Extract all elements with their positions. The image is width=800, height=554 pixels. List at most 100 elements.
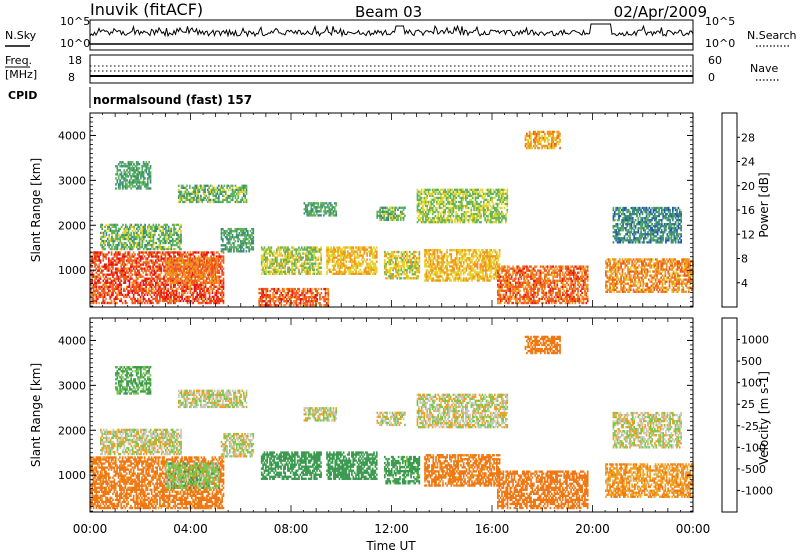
heatmap-cell — [98, 273, 100, 276]
heatmap-cell — [166, 299, 168, 303]
heatmap-cell — [227, 184, 230, 187]
heatmap-cell — [170, 259, 173, 262]
heatmap-cell — [167, 293, 170, 297]
heatmap-cell — [113, 287, 116, 291]
heatmap-cell — [309, 272, 311, 275]
heatmap-cell — [157, 299, 160, 303]
heatmap-cell — [180, 239, 182, 243]
heatmap-cell — [245, 192, 248, 196]
heatmap-cell — [217, 279, 220, 282]
heatmap-cell — [196, 299, 199, 303]
heatmap-cell — [133, 225, 135, 229]
heatmap-cell — [123, 271, 125, 274]
heatmap-cell — [412, 252, 415, 256]
heatmap-cell — [406, 252, 408, 256]
heatmap-cell — [292, 256, 295, 259]
heatmap-cell — [234, 240, 237, 243]
heatmap-cell — [109, 283, 112, 286]
heatmap-cell — [206, 277, 208, 280]
heatmap-cell — [124, 255, 127, 258]
heatmap-cell — [328, 258, 331, 261]
heatmap-cell — [134, 287, 136, 291]
heatmap-cell — [266, 287, 269, 291]
heatmap-cell — [174, 285, 176, 288]
heatmap-cell — [143, 269, 146, 272]
heatmap-cell — [370, 270, 373, 273]
heatmap-cell — [199, 283, 201, 286]
heatmap-cell — [131, 283, 134, 286]
heatmap-cell — [116, 235, 119, 239]
heatmap-cell — [193, 281, 195, 284]
heatmap-cell — [306, 248, 309, 251]
heatmap-cell — [150, 255, 153, 258]
heatmap-cell — [177, 283, 179, 286]
heatmap-cell — [436, 259, 439, 262]
heatmap-cell — [171, 291, 174, 295]
heatmap-cell — [261, 302, 263, 305]
heatmap-cell — [186, 287, 189, 291]
heatmap-cell — [115, 227, 117, 231]
heatmap-cell — [112, 273, 114, 276]
heatmap-cell — [397, 267, 400, 270]
heatmap-cell — [94, 263, 96, 266]
heatmap-cell — [458, 267, 461, 270]
heatmap-cell — [184, 273, 187, 276]
heatmap-cell — [119, 277, 121, 280]
heatmap-cell — [303, 264, 306, 267]
heatmap-cell — [249, 244, 252, 247]
heatmap-cell — [417, 277, 419, 280]
heatmap-cell — [116, 261, 118, 264]
heatmap-cell — [310, 287, 313, 291]
heatmap-cell — [166, 281, 169, 284]
heatmap-cell — [240, 200, 242, 204]
heatmap-cell — [142, 289, 145, 293]
heatmap-cell — [125, 275, 128, 278]
heatmap-cell — [204, 283, 207, 286]
heatmap-cell — [394, 212, 397, 216]
heatmap-cell — [266, 289, 269, 293]
heatmap-cell — [113, 289, 116, 293]
heatmap-cell — [455, 253, 458, 256]
heatmap-cell — [408, 271, 411, 274]
heatmap-cell — [436, 273, 439, 276]
heatmap-cell — [152, 273, 154, 276]
heatmap-cell — [204, 275, 206, 278]
heatmap-cell — [107, 277, 110, 280]
heatmap-cell — [453, 269, 455, 272]
heatmap-cell — [442, 277, 444, 280]
heatmap-cell — [103, 291, 106, 295]
heatmap-cell — [426, 279, 429, 282]
heatmap-cell — [218, 194, 220, 198]
heatmap-cell — [92, 297, 95, 301]
heatmap-cell — [135, 299, 138, 303]
heatmap-cell — [192, 253, 194, 256]
heatmap-cell — [160, 277, 163, 280]
heatmap-cell — [245, 244, 248, 247]
heatmap-cell — [131, 301, 134, 305]
heatmap-cell — [116, 231, 119, 235]
heatmap-cell — [174, 247, 177, 251]
heatmap-cell — [160, 255, 163, 258]
heatmap-cell — [138, 289, 141, 293]
heatmap-cell — [152, 235, 155, 239]
heatmap-cell — [134, 301, 136, 305]
heatmap-cell — [98, 287, 100, 291]
heatmap-cell — [457, 271, 460, 274]
heatmap-cell — [119, 259, 121, 262]
heatmap-cell — [153, 231, 156, 235]
heatmap-cell — [164, 297, 167, 301]
heatmap-cell — [123, 269, 125, 272]
heatmap-cell — [400, 250, 403, 254]
heatmap-cell — [188, 253, 190, 256]
heatmap-cell — [145, 261, 147, 264]
heatmap-cell — [126, 243, 128, 247]
heatmap-cell — [401, 258, 404, 262]
heatmap-cell — [146, 253, 149, 256]
heatmap-cell — [204, 186, 206, 189]
heatmap-cell — [107, 257, 110, 260]
heatmap-cell — [426, 269, 429, 272]
heatmap-cell — [309, 268, 311, 271]
heatmap-cell — [472, 253, 475, 256]
heatmap-cell — [351, 254, 353, 257]
heatmap-cell — [148, 269, 150, 272]
